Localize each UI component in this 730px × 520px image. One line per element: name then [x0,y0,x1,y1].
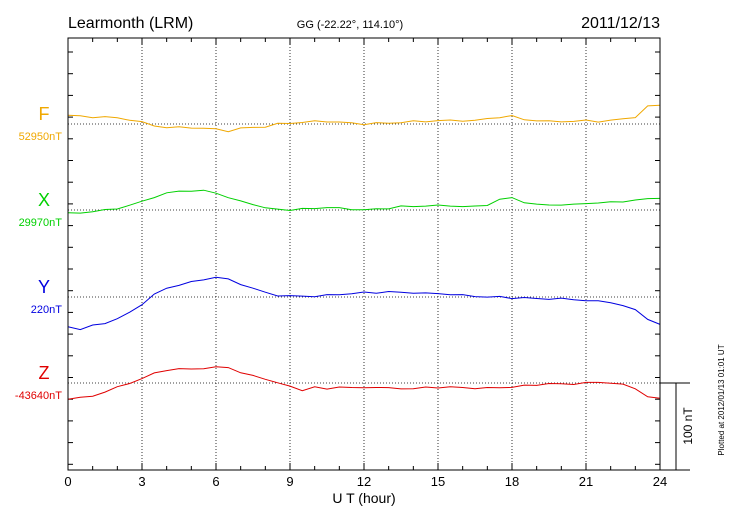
grid-lines [68,38,660,470]
x-tick-label: 6 [212,474,219,489]
series-name-label: Z [39,363,50,383]
x-tick-labels: 0 3 6 9 12 15 18 21 24 [64,474,667,489]
series-baseline-label: 29970nT [19,217,63,229]
x-tick-label: 12 [357,474,371,489]
x-tick-label: 15 [431,474,445,489]
scale-bar-label: 100 nT [681,407,695,445]
x-tick-label: 0 [64,474,71,489]
plot-frame [67,37,661,471]
series-baseline-label: -43640nT [15,390,62,402]
scale-bar: 100 nT [660,382,695,471]
x-tick-label: 9 [286,474,293,489]
series-baseline-label: 220nT [31,304,62,316]
series-name-label: Y [38,277,50,297]
x-tick-label: 18 [505,474,519,489]
chart-title: Learmonth (LRM) [68,15,193,32]
x-tick-label: 21 [579,474,593,489]
series-line-x [67,189,661,214]
plotted-note: Plotted at 2012/01/13 01:01 UT [717,344,726,455]
axis-ticks [67,38,661,470]
series-name-label: X [38,190,50,210]
x-tick-label: 24 [653,474,667,489]
series-labels: F 52950nT X 29970nT Y 220nT Z -43640nT [15,104,62,402]
chart-subtitle: GG (-22.22°, 114.10°) [297,19,403,31]
chart-date: 2011/12/13 [581,15,660,32]
series-baseline-label: 52950nT [19,131,63,143]
series-name-label: F [39,104,50,124]
x-axis-label: U T (hour) [332,490,395,506]
series-layer [67,104,661,400]
series-line-z [67,366,661,400]
series-line-y [67,276,661,331]
x-tick-label: 3 [138,474,145,489]
series-line-f [67,104,661,133]
